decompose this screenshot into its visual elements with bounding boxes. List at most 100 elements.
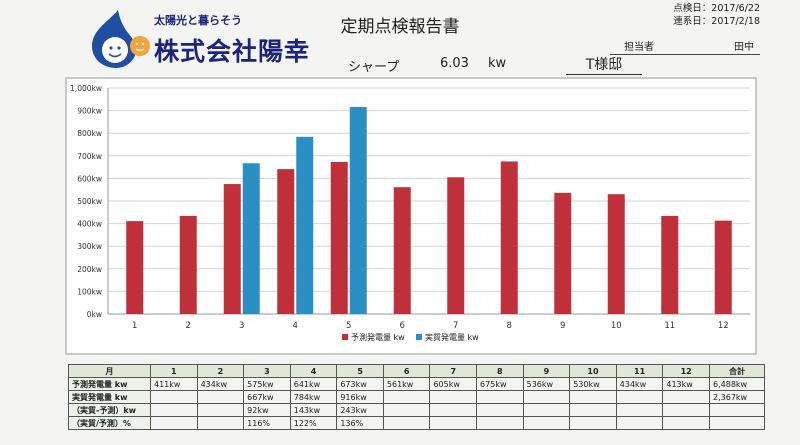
table-header-cell: 5: [336, 364, 384, 378]
table-cell: 434kw: [196, 377, 245, 391]
table-header-cell: 2: [196, 364, 245, 378]
table-cell: 575kw: [243, 377, 291, 391]
x-tick-label: 10: [611, 321, 622, 331]
x-tick-label: 12: [718, 321, 729, 331]
forecast-bar: [554, 192, 572, 314]
table-cell: [615, 390, 664, 404]
forecast-bar: [661, 215, 679, 314]
table-header-row: 月 1 2 3 4 5 6 7 8 9 10 11 12 合計: [68, 364, 765, 378]
x-tick-label: 2: [186, 321, 191, 331]
table-cell: [522, 416, 571, 430]
table-cell: [429, 416, 478, 430]
y-tick-label: 200kw: [77, 265, 102, 274]
table-row: （実質/予測）% 116% 122% 136%: [68, 416, 765, 430]
table-cell: 784kw: [289, 390, 338, 404]
y-tick-label: 700kw: [77, 152, 102, 161]
table-cell: [382, 416, 431, 430]
table-cell: 122%: [289, 416, 338, 430]
table-cell: 143kw: [289, 403, 338, 417]
contact-date-label: 連系日：: [673, 16, 712, 27]
table-header-cell: 12: [662, 364, 710, 378]
generation-chart: 0kw 100kw 200kw 300kw 400kw 500kw 600kw 700kw 80…: [65, 77, 757, 355]
table-cell: 136%: [336, 416, 384, 430]
table-cell: [569, 416, 617, 430]
table-cell: 916kw: [336, 390, 384, 404]
table-cell: 413kw: [662, 377, 710, 391]
x-tick-label: 9: [560, 321, 565, 331]
table-cell: [709, 416, 765, 430]
table-cell: 641kw: [289, 377, 338, 391]
x-tick-label: 3: [239, 321, 244, 331]
chart-frame: [65, 77, 757, 355]
forecast-bar: [714, 220, 732, 314]
table-header-cell: 6: [382, 364, 431, 378]
table-cell: [196, 390, 245, 404]
table-header-cell: 1: [150, 364, 198, 378]
y-tick-label: 500kw: [77, 197, 102, 206]
actual-bar: [296, 136, 314, 314]
x-tick-label: 5: [346, 321, 351, 331]
customer-name: T様邸: [566, 54, 642, 75]
inspection-date: 2017/6/22: [711, 3, 760, 14]
table-cell: 530kw: [569, 377, 617, 391]
y-tick-label: 900kw: [77, 107, 102, 116]
table-cell: [429, 403, 478, 417]
table-cell: 434kw: [615, 377, 664, 391]
row-label: 実質発電量 kw: [68, 390, 151, 404]
table-header-cell: 8: [476, 364, 524, 378]
table-cell: [476, 416, 524, 430]
table-cell: [662, 403, 710, 417]
document-title: 定期点検報告書: [340, 17, 460, 37]
x-tick-label: 4: [293, 321, 298, 331]
table-cell: [476, 390, 524, 404]
table-cell: [569, 403, 617, 417]
legend-swatch-actual: [416, 334, 422, 340]
assignee-line: 担当者 田中: [610, 38, 760, 55]
assignee-name: 田中: [734, 42, 754, 53]
table-cell: 675kw: [476, 377, 524, 391]
forecast-bar: [179, 215, 197, 314]
table-cell: [709, 403, 765, 417]
row-label: （実質/予測）%: [68, 416, 151, 430]
y-tick-label: 0kw: [87, 310, 102, 319]
row-label: （実質-予測）kw: [68, 403, 151, 417]
table-cell: [150, 390, 198, 404]
table-cell: [429, 390, 478, 404]
table-cell: 667kw: [243, 390, 291, 404]
company-logo: [92, 10, 150, 68]
table-cell: [150, 403, 198, 417]
y-tick-label: 600kw: [77, 174, 102, 183]
table-header-cell: 11: [615, 364, 664, 378]
table-row: （実質-予測）kw 92kw 143kw 243kw: [68, 403, 765, 417]
table-cell: 116%: [243, 416, 291, 430]
legend-label-actual: 実質発電量 kw: [425, 332, 479, 342]
forecast-bar: [500, 161, 518, 314]
table-header-cell: 月: [68, 364, 151, 378]
forecast-bar: [393, 187, 411, 314]
x-tick-label: 1: [132, 321, 137, 331]
table-cell: 243kw: [336, 403, 384, 417]
row-label: 予測発電量 kw: [68, 377, 151, 391]
table-cell: [522, 403, 571, 417]
table-cell: [615, 403, 664, 417]
y-tick-label: 1,000kw: [70, 84, 102, 93]
forecast-bar: [223, 184, 241, 314]
contact-date: 2017/2/18: [711, 16, 760, 27]
assignee-label: 担当者: [624, 42, 654, 53]
table-cell: 536kw: [522, 377, 571, 391]
legend-label-forecast: 予測発電量 kw: [351, 332, 405, 342]
panel-maker: シャープ: [348, 60, 400, 75]
table-row: 予測発電量 kw 411kw 434kw 575kw 641kw 673kw 561kw 60…: [68, 377, 765, 391]
table-header-cell: 9: [522, 364, 571, 378]
legend-swatch-forecast: [342, 334, 348, 340]
forecast-bar: [330, 161, 348, 314]
y-tick-label: 400kw: [77, 220, 102, 229]
table-cell: [382, 390, 431, 404]
table-header-cell: 3: [243, 364, 291, 378]
y-tick-label: 300kw: [77, 242, 102, 251]
table-cell: 605kw: [429, 377, 478, 391]
table-cell: 411kw: [150, 377, 198, 391]
x-tick-label: 11: [664, 321, 675, 331]
table-header-cell: 合計: [709, 364, 765, 378]
table-cell: [196, 416, 245, 430]
